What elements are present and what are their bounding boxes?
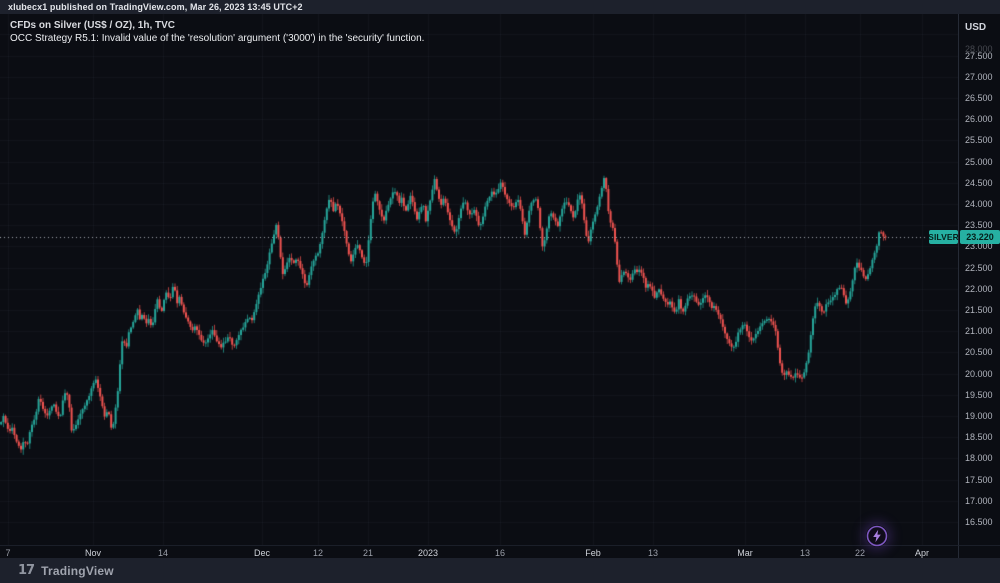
tradingview-logo-icon[interactable]: 17 <box>18 563 35 578</box>
time-tick-label: 22 <box>854 548 866 558</box>
time-tick-label: 13 <box>647 548 659 558</box>
price-tick-label: 24.500 <box>965 177 993 188</box>
price-tick-label: 18.000 <box>965 453 993 464</box>
footer-bar: 17 TradingView <box>0 558 1000 583</box>
time-tick-label: Mar <box>737 548 753 558</box>
time-tick-label: Dec <box>253 548 271 558</box>
boost-button[interactable] <box>866 525 888 547</box>
strategy-error-message: OCC Strategy R5.1: Invalid value of the … <box>10 33 425 44</box>
price-tick-label: 27.500 <box>965 50 993 61</box>
price-tick-label: 19.500 <box>965 389 993 400</box>
time-tick-label: 7 <box>5 548 11 558</box>
price-tick-label: 22.500 <box>965 262 993 273</box>
price-tick-label: 25.000 <box>965 156 993 167</box>
time-tick-label: 12 <box>312 548 324 558</box>
price-tick-label: 20.500 <box>965 347 993 358</box>
publish-bar: xlubecx1 published on TradingView.com, M… <box>0 0 1000 14</box>
price-tick-label: 19.000 <box>965 410 993 421</box>
chart-legend: CFDs on Silver (US$ / OZ), 1h, TVC OCC S… <box>10 19 424 45</box>
price-tick-label: 16.500 <box>965 516 993 527</box>
flash-icon <box>866 525 888 547</box>
chart-plot-area[interactable]: CFDs on Silver (US$ / OZ), 1h, TVC OCC S… <box>0 14 959 545</box>
time-tick-label: 2023 <box>417 548 439 558</box>
time-tick-label: 14 <box>157 548 169 558</box>
price-chart-canvas[interactable] <box>0 14 958 545</box>
price-tick-label: 26.500 <box>965 92 993 103</box>
axis-corner <box>959 545 1000 559</box>
currency-label: USD <box>965 22 987 33</box>
time-axis[interactable]: 7 Nov 14 Dec 12 21 2023 16 Feb 13 Mar 13 22 Apr <box>0 545 959 559</box>
time-tick-label: Nov <box>84 548 102 558</box>
last-price-value-text: 23.220 <box>966 232 994 242</box>
price-tick-label: 24.000 <box>965 198 993 209</box>
price-axis[interactable]: USD 28.000 27.500 27.000 26.500 26.000 25.50… <box>959 14 1000 545</box>
time-tick-label: 21 <box>362 548 374 558</box>
time-tick-label: 16 <box>494 548 506 558</box>
price-tick-label: 17.000 <box>965 495 993 506</box>
publish-info-text: xlubecx1 published on TradingView.com, M… <box>8 2 303 12</box>
last-price-value-tag: 23.220 <box>960 230 1000 244</box>
price-tick-label: 17.500 <box>965 474 993 485</box>
faded-price-tick: 28.000 <box>965 44 993 54</box>
last-price-symbol-text: SILVER <box>928 232 959 242</box>
time-tick-label: 13 <box>799 548 811 558</box>
price-tick-label: 20.000 <box>965 368 993 379</box>
price-tick-label: 26.000 <box>965 114 993 125</box>
time-tick-label: Apr <box>914 548 930 558</box>
price-tick-label: 25.500 <box>965 135 993 146</box>
price-tick-label: 21.000 <box>965 326 993 337</box>
time-tick-label: Feb <box>585 548 601 558</box>
price-tick-label: 18.500 <box>965 432 993 443</box>
price-tick-label: 23.000 <box>965 241 993 252</box>
price-tick-label: 22.000 <box>965 283 993 294</box>
price-tick-label: 27.000 <box>965 71 993 82</box>
tradingview-brand-text[interactable]: TradingView <box>41 563 114 578</box>
last-price-symbol-tag: SILVER <box>928 230 959 244</box>
price-tick-label: 21.500 <box>965 304 993 315</box>
symbol-title: CFDs on Silver (US$ / OZ), 1h, TVC <box>10 20 176 31</box>
price-tick-label: 23.500 <box>965 220 993 231</box>
